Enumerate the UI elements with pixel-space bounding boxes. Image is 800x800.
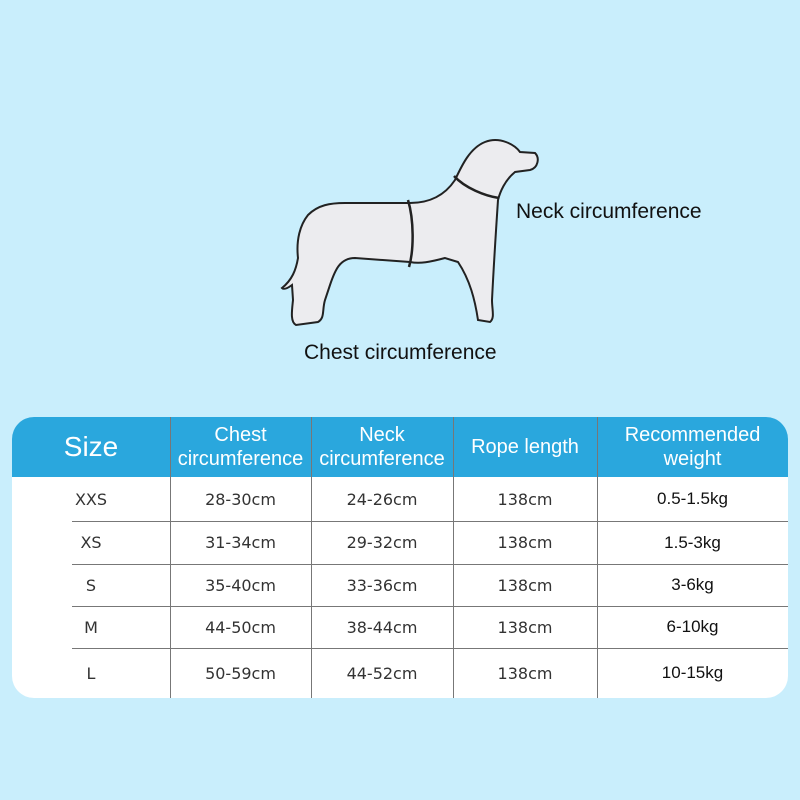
row-divider: [72, 564, 788, 565]
cell-chest: 44-50cm: [205, 617, 276, 637]
column-divider: [311, 417, 312, 698]
cell-rope-length: 138cm: [497, 575, 553, 595]
dog-body: [280, 139, 539, 327]
cell-neck: 33-36cm: [346, 575, 418, 595]
cell-size: M: [84, 617, 98, 637]
cell-rope-length: 138cm: [497, 617, 553, 637]
cell-neck: 24-26cm: [346, 489, 418, 509]
cell-size: S: [85, 575, 97, 595]
cell-neck: 38-44cm: [346, 617, 418, 637]
header-rope-length: Rope length: [471, 436, 579, 458]
cell-chest: 28-30cm: [205, 489, 276, 509]
header-neck: Neck circumference: [319, 424, 445, 470]
cell-chest: 31-34cm: [205, 533, 276, 552]
header-chest: Chest circumference: [177, 424, 304, 470]
table-header: [12, 417, 788, 477]
header-weight: Recommended weight: [624, 424, 761, 470]
cell-rope-length: 138cm: [497, 533, 553, 552]
cell-size: XXS: [74, 489, 108, 509]
dog-illustration: [280, 139, 539, 327]
cell-weight: 6-10kg: [666, 617, 719, 636]
cell-rope-length: 138cm: [497, 663, 553, 683]
row-divider: [72, 521, 788, 522]
cell-chest: 35-40cm: [205, 575, 276, 595]
column-divider: [597, 417, 598, 698]
cell-weight: 0.5-1.5kg: [657, 489, 728, 508]
cell-chest: 50-59cm: [205, 663, 276, 683]
column-divider: [170, 417, 171, 698]
cell-weight: 3-6kg: [671, 575, 714, 594]
row-divider: [72, 606, 788, 607]
row-divider: [72, 648, 788, 649]
header-size: Size: [63, 431, 119, 462]
chest-strap: [406, 199, 414, 268]
cell-weight: 1.5-3kg: [664, 532, 721, 552]
cell-weight: 10-15kg: [661, 663, 724, 682]
cell-size: L: [86, 663, 96, 683]
neck-strap: [453, 175, 500, 200]
cell-rope-length: 138cm: [497, 489, 553, 509]
cell-neck: 44-52cm: [346, 663, 418, 683]
column-divider: [453, 417, 454, 698]
size-chart-table: Size Chest circumference Neck circumferenc…: [12, 417, 788, 698]
neck-circumference-label: Neck circumference: [516, 200, 702, 223]
cell-neck: 29-32cm: [346, 533, 418, 552]
chest-circumference-label: Chest circumference: [304, 341, 497, 364]
cell-size: XS: [80, 533, 102, 552]
